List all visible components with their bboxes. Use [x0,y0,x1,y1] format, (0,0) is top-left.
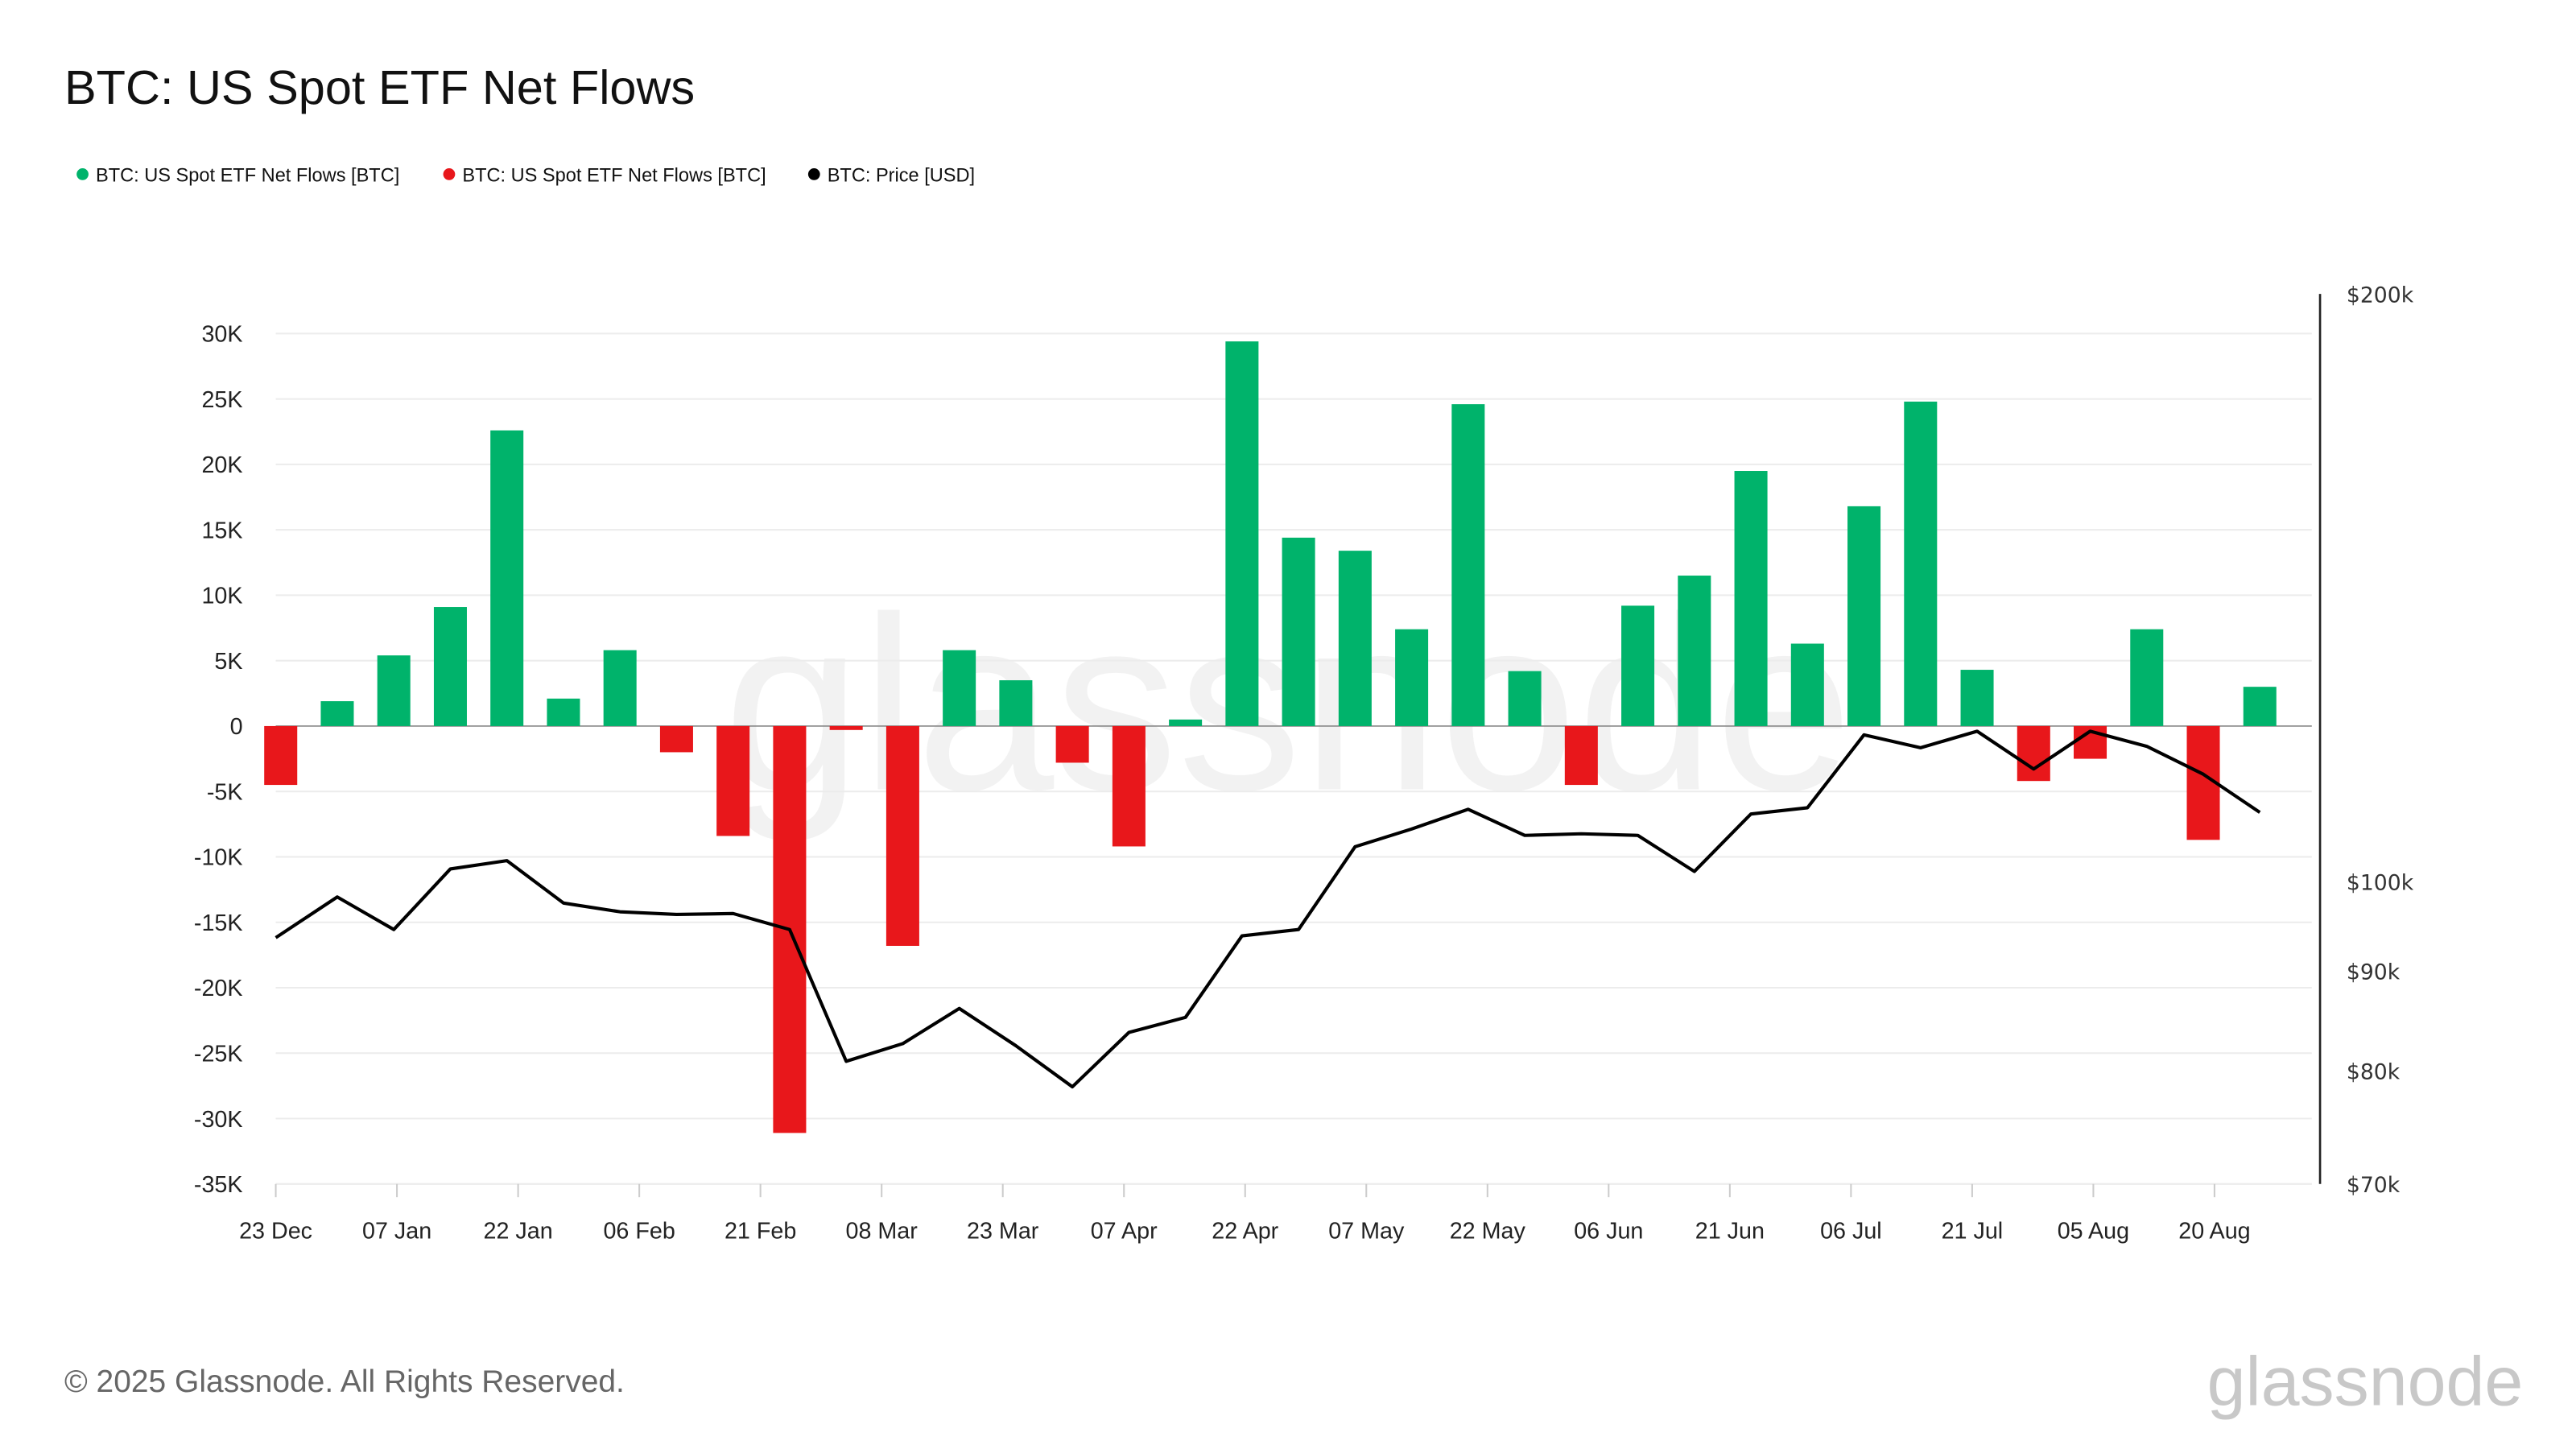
x-tick-label: 22 May [1450,1218,1526,1244]
legend-label: BTC: Price [USD] [828,165,975,186]
legend: BTC: US Spot ETF Net Flows [BTC] BTC: US … [76,165,975,186]
y-right-tick-label: $90k [2347,960,2401,985]
inflow-bar [1451,404,1485,726]
outflow-bar [2017,725,2050,782]
y-left-tick-label: 5K [214,649,242,675]
y-left-tick-label: -15K [194,910,243,936]
inflow-bar [943,650,976,726]
x-tick-label: 23 Mar [967,1218,1039,1244]
inflow-bar [377,655,411,726]
y-left-tick-label: 15K [201,518,242,543]
inflow-bar [2243,687,2277,726]
outflow-bar [659,725,693,753]
inflow-bar [2130,629,2164,726]
inflow-bar [1904,401,1938,726]
x-tick-label: 21 Jul [1942,1218,2004,1244]
inflow-bar [1621,605,1655,726]
y-right-tick-label: $80k [2347,1059,2401,1084]
x-tick-label: 06 Jul [1820,1218,1882,1244]
outflow-bar [264,725,298,786]
x-tick-label: 08 Mar [846,1218,919,1244]
x-tick-label: 06 Jun [1574,1218,1643,1244]
inflow-bar [603,650,637,726]
outflow-bar [1112,725,1146,847]
y-right-tick-label: $70k [2347,1173,2401,1198]
inflow-bar [490,430,524,726]
legend-marker [443,168,456,180]
glassnode-logo: glassnode [2207,1344,2524,1421]
x-tick-label: 07 May [1328,1218,1405,1244]
legend-label: BTC: US Spot ETF Net Flows [BTC] [96,165,399,186]
legend-label: BTC: US Spot ETF Net Flows [BTC] [462,165,766,186]
inflow-bar [547,698,580,726]
y-left-tick-label: 30K [201,322,242,348]
inflow-bar [1847,506,1881,726]
inflow-bar [320,701,354,726]
price-line-path [275,729,2261,1089]
inflow-bar [433,607,467,726]
price-line [275,729,2261,1089]
y-left-tick-label: -20K [194,976,243,1001]
outflow-bar [1055,725,1089,763]
x-tick-label: 07 Apr [1091,1218,1158,1244]
legend-marker [76,168,89,180]
inflow-bar [1169,719,1203,726]
inflow-bar [1960,670,1994,726]
inflow-bar [1508,671,1542,726]
x-tick-label: 20 Aug [2178,1218,2250,1244]
x-tick-label: 23 Dec [239,1218,312,1244]
x-tick-label: 21 Feb [724,1218,796,1244]
outflow-bar [716,725,750,836]
x-tick-label: 22 Jan [484,1218,553,1244]
inflow-bar [999,680,1033,726]
outflow-bar [829,725,863,730]
inflow-bar [1678,576,1711,726]
inflow-bar [1282,537,1315,726]
copyright: © 2025 Glassnode. All Rights Reserved. [64,1364,625,1399]
y-left-tick-label: 10K [201,584,242,609]
x-tick-label: 06 Feb [603,1218,675,1244]
outflow-bar [886,725,919,946]
y-left-tick-label: 0 [230,714,243,740]
bars [264,341,2277,1133]
x-tick-label: 21 Jun [1695,1218,1765,1244]
y-left-tick-label: -10K [194,845,243,871]
y-left-tick-label: 25K [201,387,242,413]
y-left-tick-label: -25K [194,1042,243,1067]
grid: 30K 25K 20K 15K 10K 5K 0 -5K -10K -15K -20K -25K -30… [194,322,2312,1198]
y-left-tick-label: -30K [194,1107,243,1133]
y-right-tick-label: $100k [2347,870,2414,895]
axes: 23 Dec 07 Jan 22 Jan 06 Feb 21 Feb 08 Mar 23 M… [239,283,2414,1244]
inflow-bar [1338,551,1372,726]
legend-marker [807,168,820,180]
y-left-tick-label: -5K [207,779,243,805]
inflow-bar [1225,341,1259,726]
y-left-tick-label: 20K [201,452,242,478]
x-tick-label: 22 Apr [1212,1218,1278,1244]
outflow-bar [1564,725,1598,786]
chart-title: BTC: US Spot ETF Net Flows [64,60,695,114]
inflow-bar [1790,643,1824,726]
y-right-tick-label: $200k [2347,283,2414,308]
x-tick-label: 07 Jan [362,1218,431,1244]
inflow-bar [1395,629,1429,726]
x-tick-label: 05 Aug [2058,1218,2129,1244]
inflow-bar [1734,471,1768,726]
y-left-tick-label: -35K [194,1172,243,1198]
